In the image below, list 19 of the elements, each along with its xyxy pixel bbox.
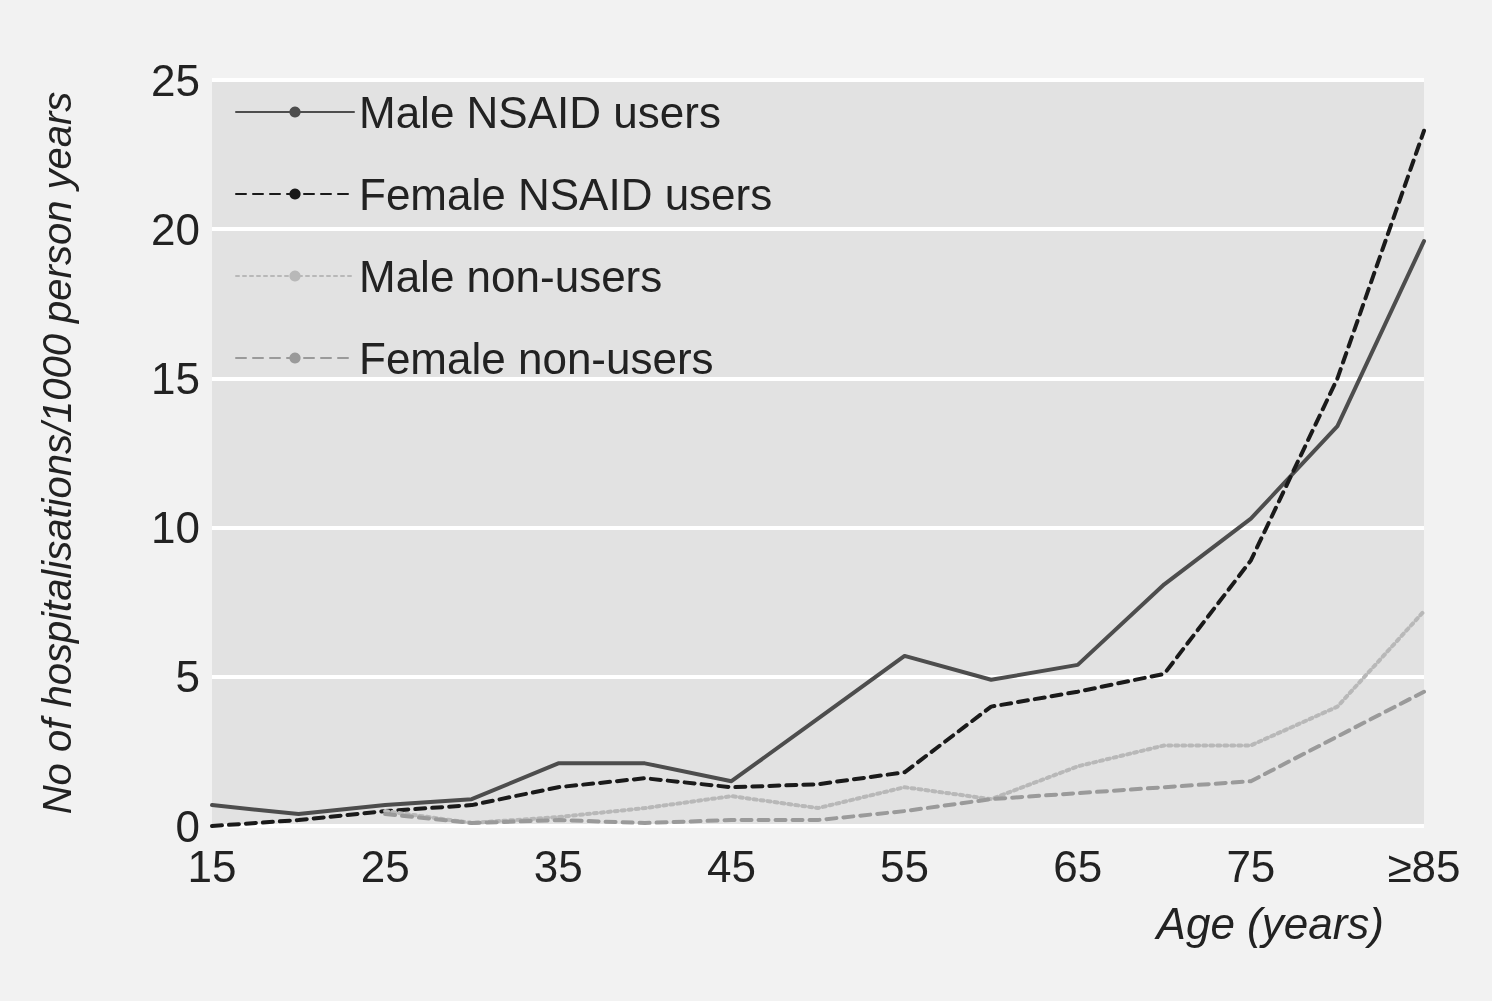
legend-label: Female non-users bbox=[359, 333, 714, 383]
y-tick-label: 15 bbox=[151, 353, 200, 403]
x-tick-label: 65 bbox=[1053, 841, 1103, 891]
x-axis-title: Age (years) bbox=[1153, 898, 1384, 948]
x-tick-label: ≥85 bbox=[1387, 841, 1461, 891]
y-tick-label: 5 bbox=[175, 652, 200, 702]
y-tick-label: 10 bbox=[151, 503, 200, 553]
y-tick-label: 0 bbox=[175, 801, 200, 851]
x-tick-label: 75 bbox=[1226, 841, 1276, 891]
legend-label: Male NSAID users bbox=[359, 87, 721, 137]
legend-label: Female NSAID users bbox=[359, 169, 773, 219]
y-tick-label: 20 bbox=[151, 204, 200, 254]
x-tick-label: 55 bbox=[880, 841, 930, 891]
legend-label: Male non-users bbox=[359, 251, 663, 301]
y-tick-label: 25 bbox=[151, 55, 200, 105]
x-tick-label: 25 bbox=[360, 841, 410, 891]
y-axis-title: No of hospitalisations/1000 person years bbox=[35, 91, 79, 815]
x-tick-label: 35 bbox=[533, 841, 583, 891]
x-tick-label: 45 bbox=[706, 841, 756, 891]
